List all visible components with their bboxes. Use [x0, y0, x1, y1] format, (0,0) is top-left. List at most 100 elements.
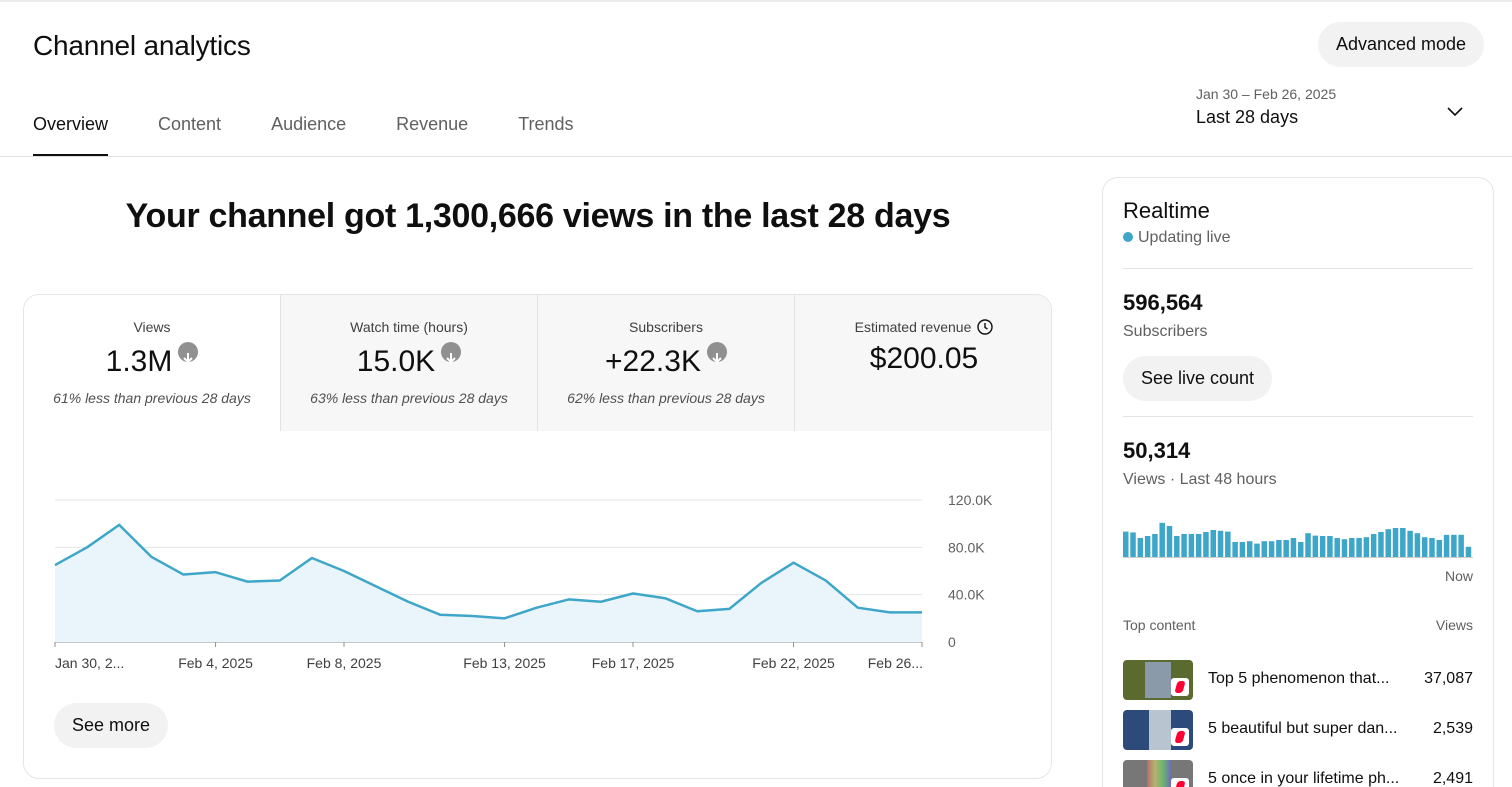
realtime-bar[interactable]: [1174, 536, 1180, 558]
realtime-bar[interactable]: [1203, 532, 1209, 558]
arrow-down-icon: [178, 342, 199, 364]
realtime-bar[interactable]: [1451, 534, 1457, 558]
metric-subscribers[interactable]: Subscribers +22.3K 62% less than previou…: [538, 295, 795, 431]
header-divider: [0, 156, 1512, 157]
y-tick-label: 40.0K: [948, 587, 985, 603]
views-chart[interactable]: 120.0K 80.0K 40.0K 0 Jan 30, 2... Feb 4, 2025…: [24, 431, 1052, 691]
realtime-bar[interactable]: [1429, 538, 1435, 558]
shorts-icon: [1171, 728, 1189, 746]
metric-label: Views: [133, 319, 171, 335]
realtime-bar[interactable]: [1166, 526, 1173, 558]
realtime-bar[interactable]: [1137, 538, 1144, 558]
subscriber-count: 596,564: [1123, 290, 1203, 315]
x-tick-label: Jan 30, 2...: [55, 655, 124, 671]
realtime-bar[interactable]: [1443, 534, 1450, 558]
realtime-bar[interactable]: [1195, 534, 1202, 558]
top-content-item[interactable]: 5 beautiful but super dan... 2,539: [1123, 710, 1473, 750]
arrow-down-icon: [706, 342, 727, 364]
realtime-bar[interactable]: [1268, 541, 1275, 558]
realtime-bar[interactable]: [1392, 528, 1399, 558]
tab-overview[interactable]: Overview: [33, 114, 158, 157]
metric-value-wrap: 15.0K: [281, 342, 537, 379]
see-more-button[interactable]: See more: [54, 703, 168, 748]
video-title: 5 beautiful but super dan...: [1208, 720, 1398, 737]
metric-watch-time[interactable]: Watch time (hours) 15.0K 63% less than p…: [281, 295, 538, 431]
realtime-bar[interactable]: [1319, 536, 1326, 558]
realtime-bar[interactable]: [1254, 543, 1260, 558]
video-title: Top 5 phenomenon that...: [1208, 670, 1390, 687]
realtime-bar[interactable]: [1290, 538, 1297, 558]
realtime-bar[interactable]: [1349, 538, 1355, 558]
tab-content[interactable]: Content: [158, 114, 222, 134]
video-thumbnail: [1123, 710, 1193, 750]
tab-audience[interactable]: Audience: [271, 114, 347, 134]
realtime-bar[interactable]: [1334, 538, 1340, 558]
realtime-status: Updating live: [1123, 229, 1231, 247]
realtime-bar[interactable]: [1283, 540, 1289, 558]
date-range-picker[interactable]: Jan 30 – Feb 26, 2025 Last 28 days: [1196, 86, 1476, 136]
realtime-bar[interactable]: [1363, 537, 1370, 558]
see-live-count-button[interactable]: See live count: [1123, 356, 1272, 401]
realtime-bar[interactable]: [1188, 534, 1195, 558]
y-tick-label: 120.0K: [948, 492, 993, 508]
realtime-bar[interactable]: [1407, 530, 1413, 558]
realtime-bar[interactable]: [1123, 531, 1129, 558]
realtime-bar[interactable]: [1341, 539, 1348, 558]
top-content-label: Top content: [1123, 617, 1196, 633]
tab-revenue[interactable]: Revenue: [396, 114, 469, 134]
realtime-bar[interactable]: [1210, 530, 1216, 558]
realtime-bar[interactable]: [1385, 529, 1391, 558]
realtime-views-label: Views · Last 48 hours: [1123, 471, 1277, 488]
video-views: 37,087: [1424, 670, 1473, 687]
realtime-bar[interactable]: [1225, 531, 1231, 558]
metric-label: Estimated revenue: [854, 319, 972, 335]
metric-estimated-revenue[interactable]: Estimated revenue $200.05: [795, 295, 1051, 431]
realtime-views-bars[interactable]: [1123, 513, 1473, 558]
realtime-bar[interactable]: [1327, 536, 1333, 558]
tab-bar: Overview Content Audience Revenue Trends: [33, 114, 624, 157]
realtime-bar[interactable]: [1378, 532, 1384, 558]
realtime-bar[interactable]: [1421, 537, 1428, 558]
realtime-bar[interactable]: [1298, 542, 1304, 558]
realtime-bar[interactable]: [1436, 540, 1443, 558]
metric-value: 15.0K: [356, 345, 436, 378]
video-views: 2,491: [1432, 770, 1473, 787]
subscriber-label: Subscribers: [1123, 323, 1208, 340]
realtime-bar[interactable]: [1152, 534, 1158, 558]
now-label: Now: [1444, 568, 1473, 584]
realtime-bar[interactable]: [1246, 541, 1253, 558]
realtime-bar[interactable]: [1305, 533, 1311, 558]
realtime-views-count: 50,314: [1123, 438, 1191, 463]
x-tick-label: Feb 17, 2025: [592, 655, 675, 671]
realtime-bar[interactable]: [1130, 532, 1136, 558]
metric-value: $200.05: [869, 342, 979, 375]
top-content-item[interactable]: 5 once in your lifetime ph... 2,491: [1123, 760, 1473, 787]
realtime-bar[interactable]: [1232, 542, 1238, 558]
realtime-bar[interactable]: [1239, 542, 1246, 558]
realtime-bar[interactable]: [1414, 533, 1421, 558]
realtime-card: Realtime Updating live 596,564 Subscribe…: [1102, 177, 1494, 787]
video-views: 2,539: [1432, 720, 1473, 737]
realtime-bar[interactable]: [1217, 530, 1224, 558]
realtime-bar[interactable]: [1312, 535, 1319, 558]
realtime-bar[interactable]: [1400, 528, 1406, 558]
realtime-bar[interactable]: [1276, 540, 1282, 558]
realtime-bar[interactable]: [1465, 546, 1472, 558]
realtime-title: Realtime: [1123, 198, 1210, 223]
realtime-bar[interactable]: [1144, 536, 1151, 558]
realtime-bar[interactable]: [1159, 522, 1165, 558]
advanced-mode-button[interactable]: Advanced mode: [1318, 22, 1484, 67]
realtime-bar[interactable]: [1458, 534, 1464, 558]
top-content-item[interactable]: Top 5 phenomenon that... 37,087: [1123, 660, 1473, 700]
realtime-bar[interactable]: [1181, 534, 1187, 558]
realtime-bar[interactable]: [1370, 534, 1377, 558]
top-border: [0, 0, 1512, 2]
tab-trends[interactable]: Trends: [518, 114, 574, 134]
date-range-label: Last 28 days: [1196, 107, 1299, 127]
page-title: Channel analytics: [33, 30, 251, 61]
x-tick-label: Feb 26...: [868, 655, 923, 671]
realtime-bar[interactable]: [1261, 541, 1268, 558]
y-tick-label: 0: [948, 634, 956, 650]
metric-views[interactable]: Views 1.3M 61% less than previous 28 day…: [24, 295, 281, 431]
realtime-bar[interactable]: [1356, 538, 1362, 558]
